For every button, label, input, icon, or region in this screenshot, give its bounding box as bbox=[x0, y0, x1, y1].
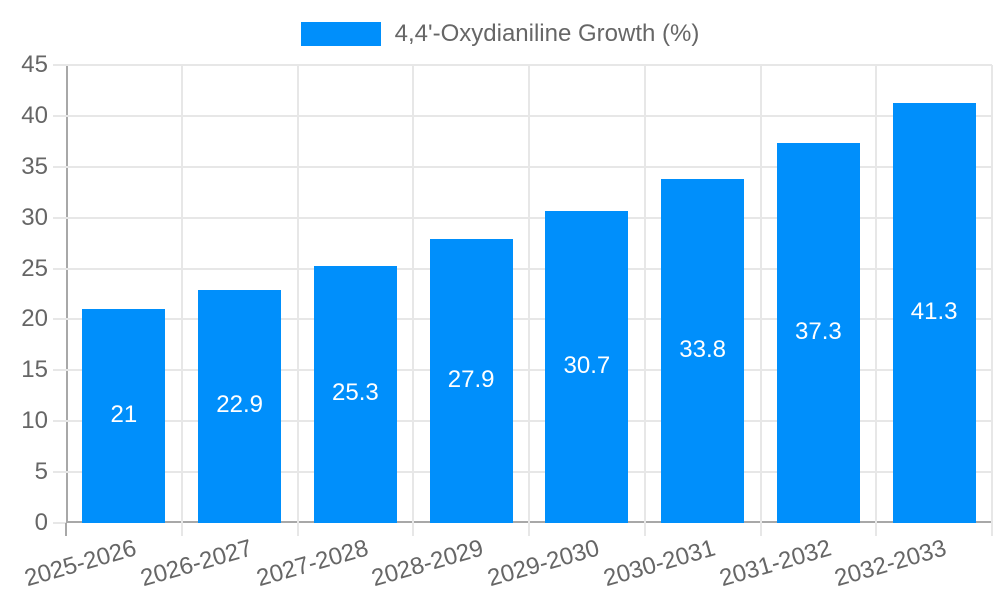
x-axis-tick-label: 2029-2030 bbox=[484, 534, 603, 593]
bar-2026-2027[interactable] bbox=[198, 289, 282, 523]
y-axis-tick-label: 10 bbox=[21, 407, 48, 435]
bar-value-label: 30.7 bbox=[563, 351, 611, 379]
y-axis-tick-label: 45 bbox=[21, 51, 48, 78]
bar-value-label: 25.3 bbox=[332, 379, 379, 407]
bar-value-label: 33.8 bbox=[679, 335, 726, 363]
y-axis-tick bbox=[53, 420, 66, 423]
bar-2025-2026[interactable] bbox=[82, 309, 166, 523]
y-axis-tick-label: 15 bbox=[21, 356, 48, 384]
gridline-vertical bbox=[296, 65, 299, 523]
x-axis-tick bbox=[759, 523, 762, 536]
x-axis-tick-label: 2027-2028 bbox=[253, 534, 371, 593]
gridline-vertical bbox=[643, 65, 646, 523]
x-axis-tick bbox=[991, 523, 993, 536]
y-axis-tick-label: 40 bbox=[21, 101, 48, 129]
y-axis-tick bbox=[53, 369, 66, 372]
y-axis-tick-label: 30 bbox=[21, 203, 48, 231]
bar-value-label: 21 bbox=[110, 401, 138, 429]
y-axis-tick bbox=[53, 522, 66, 524]
x-axis-tick bbox=[875, 523, 878, 536]
x-axis-tick-label: 2032-2033 bbox=[831, 534, 950, 593]
gridline-vertical bbox=[180, 65, 183, 523]
legend-label: 4,4'-Oxydianiline Growth (%) bbox=[394, 20, 700, 47]
x-axis-tick bbox=[528, 523, 530, 536]
y-axis-tick bbox=[53, 471, 66, 474]
x-axis-tick-label: 2028-2029 bbox=[368, 534, 487, 593]
gridline-vertical bbox=[991, 65, 993, 523]
y-axis-tick bbox=[53, 267, 66, 270]
x-axis-tick bbox=[643, 523, 646, 536]
x-axis-tick bbox=[65, 523, 67, 536]
y-axis-tick-label: 25 bbox=[21, 254, 48, 282]
x-axis-tick-label: 2031-2032 bbox=[716, 534, 834, 593]
bar-2030-2031[interactable] bbox=[661, 178, 745, 523]
bar-2031-2032[interactable] bbox=[776, 143, 860, 523]
y-axis-tick bbox=[53, 165, 66, 168]
gridline-vertical bbox=[412, 65, 415, 523]
y-axis-tick bbox=[53, 318, 66, 321]
y-axis-tick-label: 35 bbox=[21, 152, 48, 180]
y-axis-tick-label: 20 bbox=[21, 305, 48, 333]
x-axis-tick-label: 2025-2026 bbox=[21, 534, 140, 593]
x-axis-tick bbox=[412, 523, 415, 536]
bar-2029-2030[interactable] bbox=[545, 210, 629, 523]
x-axis-tick-label: 2026-2027 bbox=[137, 534, 256, 593]
bar-value-label: 22.9 bbox=[216, 391, 263, 419]
x-axis-tick-label: 2030-2031 bbox=[600, 534, 719, 593]
y-axis-tick bbox=[53, 114, 66, 117]
gridline-vertical bbox=[875, 65, 878, 523]
legend[interactable]: 4,4'-Oxydianiline Growth (%) bbox=[0, 20, 1000, 48]
bar-value-label: 27.9 bbox=[447, 366, 495, 394]
bar-value-label: 37.3 bbox=[795, 318, 842, 346]
legend-swatch-icon bbox=[300, 22, 381, 46]
x-axis-tick bbox=[296, 523, 299, 536]
bar-2028-2029[interactable] bbox=[429, 239, 513, 523]
y-axis-tick-label: 0 bbox=[34, 509, 48, 536]
y-axis-tick-label: 5 bbox=[34, 458, 48, 486]
bar-value-label: 41.3 bbox=[910, 297, 958, 325]
y-axis-tick bbox=[53, 64, 66, 66]
y-axis-tick bbox=[53, 216, 66, 219]
gridline-vertical bbox=[528, 65, 530, 523]
gridline-vertical bbox=[759, 65, 762, 523]
bar-2027-2028[interactable] bbox=[313, 265, 397, 523]
bar-2032-2033[interactable] bbox=[892, 102, 976, 523]
x-axis-tick bbox=[180, 523, 183, 536]
